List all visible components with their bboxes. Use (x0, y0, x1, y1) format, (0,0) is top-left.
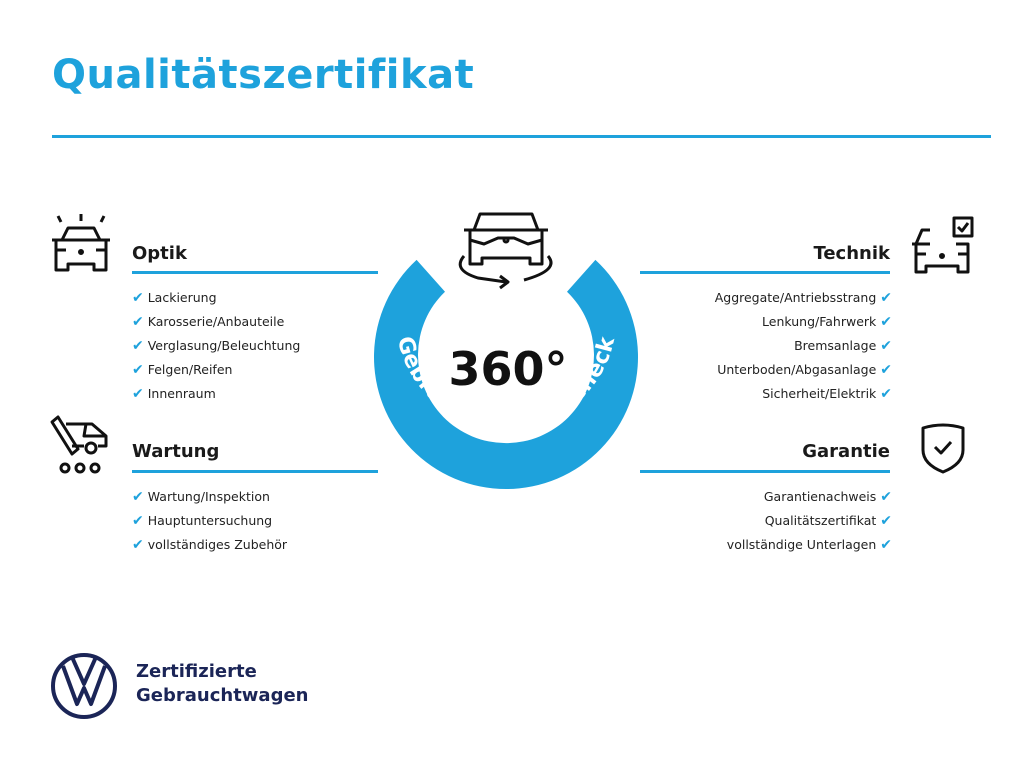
checkmark-icon: ✔ (132, 362, 144, 378)
section-heading-wartung: Wartung (132, 441, 220, 462)
vw-logo-icon (51, 653, 117, 719)
brand-line-1: Zertifizierte (136, 661, 257, 682)
list-item: ✔ Karosserie/Anbauteile (132, 310, 300, 334)
list-optik: ✔ Lackierung ✔ Karosserie/Anbauteile ✔ Ver… (132, 286, 300, 406)
list-item: ✔ Hauptuntersuchung (132, 509, 287, 533)
brand-line-2: Gebrauchtwagen (136, 685, 309, 706)
checkmark-icon: ✔ (880, 386, 892, 402)
list-item-label: Unterboden/Abgasanlage (717, 362, 877, 377)
checkmark-icon: ✔ (132, 338, 144, 354)
section-line-technik (640, 271, 890, 274)
checkmark-icon: ✔ (132, 314, 144, 330)
car-checklist-icon (912, 216, 974, 274)
list-item: ✔ Innenraum (132, 382, 300, 406)
list-item-label: Hauptuntersuchung (147, 513, 273, 528)
section-line-garantie (640, 470, 890, 473)
list-item: Unterboden/Abgasanlage ✔ (715, 358, 892, 382)
page-title: Qualitätszertifikat (52, 52, 475, 98)
checkmark-icon: ✔ (132, 489, 144, 505)
list-item: ✔ Wartung/Inspektion (132, 485, 287, 509)
section-heading-optik: Optik (132, 243, 187, 264)
list-item-label: Felgen/Reifen (147, 362, 233, 377)
list-item-label: Wartung/Inspektion (147, 489, 270, 504)
section-heading-technik: Technik (813, 243, 890, 264)
list-item-label: Innenraum (147, 386, 216, 401)
list-item: Qualitätszertifikat ✔ (727, 509, 892, 533)
list-item-label: Lackierung (147, 290, 217, 305)
checkmark-icon: ✔ (132, 513, 144, 529)
list-item-label: vollständige Unterlagen (726, 537, 877, 552)
section-line-wartung (132, 470, 378, 473)
list-item-label: Bremsanlage (794, 338, 877, 353)
list-wartung: ✔ Wartung/Inspektion ✔ Hauptuntersuchung ✔… (132, 485, 287, 557)
checkmark-icon: ✔ (880, 513, 892, 529)
list-item: ✔ vollständiges Zubehör (132, 533, 287, 557)
checkmark-icon: ✔ (880, 362, 892, 378)
section-heading-garantie: Garantie (802, 441, 890, 462)
checkmark-icon: ✔ (880, 338, 892, 354)
checkmark-icon: ✔ (132, 386, 144, 402)
list-item-label: vollständiges Zubehör (147, 537, 288, 552)
checkmark-icon: ✔ (880, 537, 892, 553)
list-item-label: Lenkung/Fahrwerk (762, 314, 877, 329)
list-item-label: Aggregate/Antriebsstrang (714, 290, 877, 305)
list-item: ✔ Lackierung (132, 286, 300, 310)
360-check-badge: Gebrauchtwagen-Check 360° (374, 212, 638, 490)
title-divider (52, 135, 991, 138)
list-item-label: Qualitätszertifikat (764, 513, 877, 528)
car-lights-icon (52, 214, 110, 272)
list-item: vollständige Unterlagen ✔ (727, 533, 892, 557)
badge-ring (374, 259, 638, 490)
list-item: ✔ Verglasung/Beleuchtung (132, 334, 300, 358)
badge-value: 360° (448, 342, 567, 396)
list-item-label: Sicherheit/Elektrik (762, 386, 877, 401)
checkmark-icon: ✔ (880, 290, 892, 306)
maintenance-tools-icon (50, 415, 108, 474)
list-item: Bremsanlage ✔ (715, 334, 892, 358)
list-item-label: Verglasung/Beleuchtung (147, 338, 301, 353)
checkmark-icon: ✔ (132, 290, 144, 306)
checkmark-icon: ✔ (132, 537, 144, 553)
list-technik: Aggregate/Antriebsstrang ✔ Lenkung/Fahrwe… (715, 286, 892, 406)
checkmark-icon: ✔ (880, 489, 892, 505)
checkmark-icon: ✔ (880, 314, 892, 330)
list-item: Lenkung/Fahrwerk ✔ (715, 310, 892, 334)
list-item: Sicherheit/Elektrik ✔ (715, 382, 892, 406)
brand-text: Zertifizierte Gebrauchtwagen (136, 660, 308, 708)
car-rotate-icon (458, 212, 553, 290)
list-item: ✔ Felgen/Reifen (132, 358, 300, 382)
shield-check-icon (921, 423, 965, 474)
section-line-optik (132, 271, 378, 274)
list-item-label: Garantienachweis (763, 489, 877, 504)
list-item-label: Karosserie/Anbauteile (147, 314, 285, 329)
list-garantie: Garantienachweis ✔ Qualitätszertifikat ✔ v… (727, 485, 892, 557)
list-item: Aggregate/Antriebsstrang ✔ (715, 286, 892, 310)
list-item: Garantienachweis ✔ (727, 485, 892, 509)
